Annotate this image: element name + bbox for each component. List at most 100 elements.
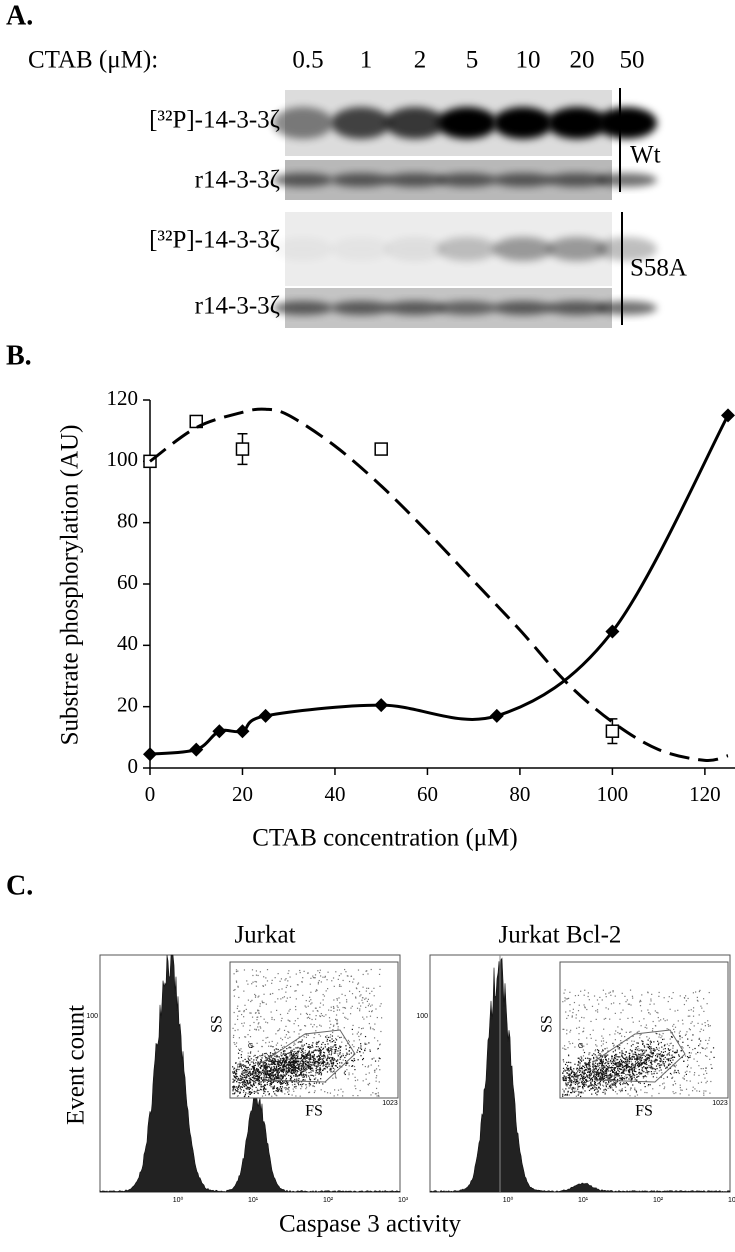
scatter-dot bbox=[655, 1032, 657, 1034]
scatter-dot bbox=[232, 1036, 235, 1038]
scatter-dot bbox=[604, 1062, 607, 1064]
scatter-dot bbox=[295, 1067, 297, 1069]
scatter-dot bbox=[262, 1054, 264, 1057]
scatter-dot bbox=[669, 1038, 671, 1040]
scatter-dot bbox=[668, 1049, 670, 1051]
scatter-dot bbox=[651, 1073, 653, 1075]
scatter-dot bbox=[685, 1073, 687, 1076]
scatter-dot bbox=[289, 985, 292, 988]
scatter-dot bbox=[312, 1062, 314, 1064]
scatter-dot bbox=[605, 1081, 607, 1084]
scatter-dot bbox=[257, 1065, 259, 1067]
scatter-dot bbox=[596, 1045, 598, 1047]
scatter-dot bbox=[289, 1061, 291, 1063]
scatter-dot bbox=[569, 1077, 571, 1079]
scatter-dot bbox=[631, 1056, 633, 1058]
scatter-dot bbox=[583, 994, 585, 996]
scatter-dot bbox=[622, 1057, 625, 1059]
scatter-dot bbox=[305, 1060, 307, 1062]
scatter-dot bbox=[651, 1068, 653, 1070]
scatter-dot bbox=[631, 995, 634, 997]
scatter-dot bbox=[308, 1065, 311, 1068]
scatter-dot bbox=[709, 1025, 711, 1027]
scatter-dot bbox=[287, 1030, 289, 1033]
scatter-dot bbox=[599, 1060, 602, 1063]
scatter-dot bbox=[285, 1042, 288, 1044]
scatter-dot bbox=[574, 1073, 576, 1076]
scatter-dot bbox=[235, 1075, 237, 1077]
scatter-dot bbox=[323, 1052, 326, 1054]
scatter-dot bbox=[630, 1060, 632, 1063]
scatter-dot bbox=[672, 1084, 674, 1086]
scatter-dot bbox=[237, 1063, 239, 1065]
scatter-dot bbox=[287, 1070, 290, 1073]
scatter-dot bbox=[312, 1046, 314, 1048]
scatter-dot bbox=[645, 1068, 647, 1070]
scatter-dot bbox=[569, 1086, 572, 1088]
scatter-dot bbox=[264, 1055, 266, 1057]
scatter-dot bbox=[318, 1059, 320, 1061]
scatter-dot bbox=[289, 1067, 292, 1070]
scatter-dot bbox=[610, 1080, 612, 1083]
scatter-dot bbox=[320, 981, 322, 983]
scatter-dot bbox=[645, 1076, 648, 1078]
scatter-dot bbox=[699, 1030, 701, 1033]
scatter-dot bbox=[626, 1060, 628, 1062]
scatter-dot bbox=[240, 1078, 242, 1080]
scatter-dot bbox=[658, 1063, 660, 1065]
scatter-dot bbox=[312, 1042, 314, 1044]
scatter-dot bbox=[254, 993, 256, 996]
scatter-dot bbox=[305, 1064, 307, 1066]
scatter-dot bbox=[582, 1078, 584, 1080]
scatter-dot bbox=[657, 1044, 660, 1046]
scatter-dot bbox=[333, 1070, 335, 1072]
scatter-dot bbox=[626, 1059, 629, 1061]
scatter-dot bbox=[280, 1059, 282, 1061]
scatter-dot bbox=[347, 1062, 349, 1064]
scatter-dot bbox=[567, 1074, 569, 1076]
scatter-dot bbox=[354, 1079, 357, 1082]
scatter-dot bbox=[360, 1033, 362, 1036]
scatter-dot bbox=[283, 1052, 285, 1054]
scatter-dot bbox=[281, 1082, 283, 1084]
scatter-dot bbox=[614, 1062, 616, 1064]
scatter-dot bbox=[374, 1093, 377, 1095]
scatter-dot bbox=[674, 1071, 676, 1073]
scatter-dot bbox=[671, 1036, 673, 1038]
scatter-dot bbox=[699, 989, 701, 992]
scatter-dot bbox=[565, 1082, 567, 1084]
scatter-dot bbox=[247, 1061, 249, 1063]
row-label: [³²P]-14-3-3ζ bbox=[149, 227, 280, 254]
scatter-dot bbox=[614, 1072, 616, 1074]
scatter-dot bbox=[709, 1058, 711, 1060]
scatter-dot bbox=[309, 1047, 311, 1049]
scatter-dot bbox=[626, 1061, 628, 1063]
scatter-dot bbox=[706, 1072, 708, 1074]
scatter-dot bbox=[282, 1068, 284, 1071]
scatter-dot bbox=[611, 1058, 613, 1060]
scatter-dot bbox=[337, 1089, 340, 1091]
scatter-dot bbox=[340, 1036, 342, 1038]
scatter-dot bbox=[589, 1052, 591, 1054]
scatter-dot bbox=[288, 1074, 290, 1077]
scatter-dot bbox=[563, 1045, 566, 1047]
scatter-dot bbox=[587, 1085, 589, 1088]
scatter-dot bbox=[319, 969, 321, 971]
scatter-dot bbox=[264, 1080, 266, 1082]
scatter-dot bbox=[605, 1084, 607, 1086]
scatter-dot bbox=[241, 1073, 243, 1075]
scatter-dot bbox=[710, 1063, 712, 1066]
scatter-dot bbox=[639, 1082, 641, 1084]
scatter-dot bbox=[590, 1085, 592, 1087]
scatter-dot bbox=[232, 1081, 234, 1083]
scatter-dot bbox=[319, 1006, 321, 1008]
scatter-dot bbox=[571, 1075, 573, 1077]
scatter-dot bbox=[322, 1063, 324, 1065]
scatter-dot bbox=[590, 1082, 592, 1084]
scatter-dot bbox=[575, 1014, 577, 1016]
y-tick-label: 100 bbox=[86, 1013, 98, 1020]
scatter-dot bbox=[301, 1084, 303, 1086]
group-label: Wt bbox=[630, 142, 661, 169]
scatter-dot bbox=[313, 1082, 315, 1084]
scatter-dot bbox=[693, 1058, 695, 1060]
